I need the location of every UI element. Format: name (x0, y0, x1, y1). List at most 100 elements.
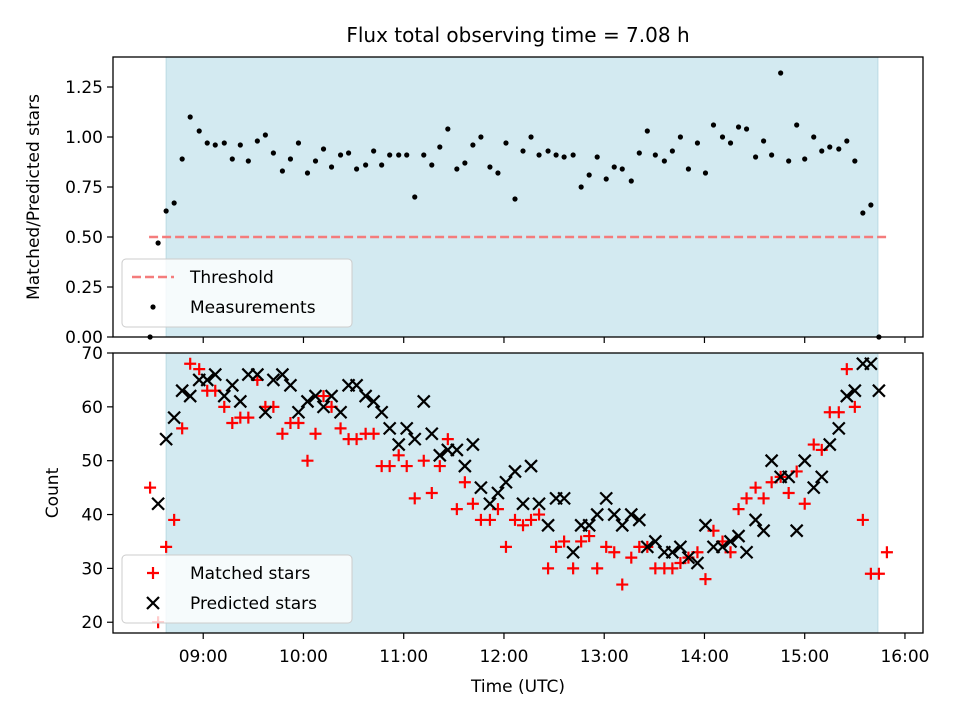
predicted-star-point (399, 421, 414, 436)
matched-star-point (301, 454, 314, 467)
predicted-star-point (450, 443, 464, 457)
measurement-point (337, 152, 344, 158)
count-y-label: Count (43, 467, 63, 518)
measurement-point (794, 122, 800, 128)
matched-star-point (400, 460, 413, 473)
ratio-x-ticks (202, 337, 906, 343)
predicted-star-point (499, 475, 513, 490)
predicted-star-point (756, 523, 771, 538)
count-panel: 20 30 40 50 60 70 09:00 10:00 11:00 12:00 13:00 14… (43, 344, 929, 697)
matched-star-point (292, 417, 305, 429)
matched-star-point (218, 400, 231, 413)
predicted-star-point (681, 550, 696, 565)
predicted-star-point (822, 437, 837, 452)
measurement-point (363, 162, 369, 168)
matched-star-point (666, 562, 679, 575)
measurement-point (155, 240, 161, 246)
measurement-point (478, 134, 484, 140)
matched-star-point (583, 530, 596, 543)
count-legend-box (121, 554, 353, 624)
measurement-point (320, 146, 327, 152)
matched-star-point (550, 540, 563, 553)
predicted-star-point (557, 491, 571, 506)
x-tick-label: 09:00 (179, 647, 228, 667)
predicted-star-point (416, 394, 431, 409)
matched-star-point (749, 481, 762, 494)
predicted-star-point (316, 400, 331, 414)
y-tick-label: 0.50 (65, 228, 103, 248)
matched-star-point (625, 551, 638, 564)
matched-star-point (425, 487, 438, 499)
matched-star-point (276, 427, 289, 440)
predicted-star-point (258, 405, 273, 420)
measurement-point (860, 210, 866, 216)
measurement-point (819, 148, 825, 154)
predicted-star-point (599, 491, 613, 506)
measurement-point (603, 176, 609, 182)
measurements-legend-label: Measurements (190, 298, 316, 318)
matched-star-point (483, 513, 496, 526)
predicted-star-point (698, 518, 713, 533)
y-tick-label: 1.00 (65, 128, 103, 148)
measurement-point (495, 170, 501, 176)
predicted-star-point (382, 421, 397, 436)
matched-star-point (450, 503, 463, 516)
matched-star-point (840, 363, 853, 376)
predicted-star-point (864, 356, 878, 371)
x-tick-label: 12:00 (479, 647, 528, 667)
predicted-star-point (474, 480, 488, 495)
measurement-point (512, 196, 518, 202)
measurement-point (694, 140, 701, 146)
measurement-point (611, 164, 617, 170)
measurement-point (570, 152, 576, 158)
measurement-point (454, 166, 460, 172)
measurement-point (163, 208, 169, 214)
measurement-point (229, 156, 235, 162)
measurement-point (827, 144, 833, 150)
y-tick-label: 0.25 (65, 278, 103, 298)
measurement-point (304, 170, 311, 176)
matched-star-point (575, 535, 588, 548)
y-tick-label: 40 (81, 506, 103, 526)
x-tick-label: 11:00 (379, 647, 428, 667)
matched-star-point (242, 411, 255, 424)
matched-star-point (508, 513, 521, 526)
matched-star-point (392, 449, 405, 462)
predicted-star-point (167, 410, 181, 425)
matched-star-point (616, 578, 629, 591)
predicted-star-point (814, 470, 829, 484)
predicted-star-point (366, 394, 381, 409)
matched-star-point (807, 438, 820, 451)
measurement-point (196, 128, 202, 134)
matched-star-point (193, 363, 206, 376)
predicted-star-point (640, 540, 655, 554)
measurement-point (677, 134, 684, 140)
measurement-point (429, 162, 435, 168)
matched-legend-label: Matched stars (190, 564, 310, 584)
predicted-star-point (458, 459, 472, 473)
ratio-legend-box (121, 258, 353, 328)
predicted-star-point (349, 378, 364, 393)
x-tick-label: 10:00 (279, 647, 328, 667)
measurement-point (802, 156, 808, 162)
measurement-point (685, 166, 692, 172)
predicted-star-point (764, 453, 779, 468)
x-tick-label: 15:00 (780, 647, 829, 667)
predicted-star-point (673, 540, 688, 554)
y-tick-label: 0.00 (65, 328, 103, 348)
measurement-point (312, 158, 319, 164)
measurement-point (287, 156, 294, 162)
measurement-point (528, 134, 534, 140)
measurements-series (147, 70, 882, 340)
predicted-star-point (541, 518, 555, 533)
ratio-y-axis: 0.00 0.25 0.50 0.75 1.00 1.25 (65, 78, 113, 348)
predicted-star-point (615, 518, 630, 533)
measurement-point (487, 164, 493, 170)
matched-star-point (176, 422, 189, 435)
measurements-legend-swatch (150, 304, 156, 310)
matched-star-point (433, 460, 446, 473)
predicted-star-point (582, 518, 596, 533)
matched-star-point (740, 492, 753, 505)
matched-star-point (334, 422, 347, 435)
matched-star-point (168, 513, 181, 526)
